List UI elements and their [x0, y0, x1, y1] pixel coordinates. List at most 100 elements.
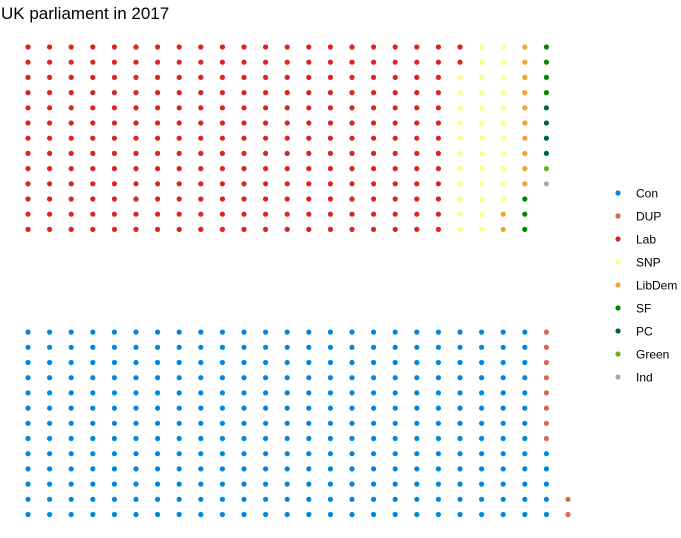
- seat-lab: [155, 166, 161, 172]
- seat-con: [414, 329, 420, 335]
- seat-con: [133, 511, 139, 518]
- seat-lab: [371, 120, 377, 126]
- seat-con: [47, 375, 53, 381]
- seat-lab: [241, 74, 247, 80]
- seat-lab: [392, 181, 398, 187]
- seat-con: [349, 375, 355, 381]
- seat-con: [263, 496, 269, 502]
- seat-lab: [284, 74, 290, 80]
- legend-item-lab: Lab: [615, 233, 656, 247]
- seat-con: [90, 451, 96, 457]
- seat-con: [47, 451, 53, 457]
- seat-con: [90, 496, 96, 502]
- seat-lab: [25, 44, 31, 50]
- seat-con: [155, 390, 161, 396]
- seat-lab: [349, 196, 355, 202]
- seat-con: [111, 344, 117, 350]
- seat-con: [155, 375, 161, 381]
- seat-con: [155, 451, 161, 457]
- seat-con: [176, 481, 182, 487]
- seat-lab: [414, 105, 420, 111]
- seat-con: [349, 344, 355, 350]
- seat-con: [198, 451, 204, 457]
- seat-lab: [414, 135, 420, 141]
- seat-lab: [198, 59, 204, 65]
- seat-con: [284, 451, 290, 457]
- seat-lab: [25, 135, 31, 141]
- seat-con: [414, 496, 420, 502]
- seat-lab: [176, 166, 182, 172]
- seat-lab: [435, 59, 441, 65]
- seat-lab: [284, 211, 290, 217]
- seat-dup: [543, 359, 550, 366]
- seat-con: [500, 511, 506, 518]
- seat-con: [479, 359, 485, 366]
- seat-con: [522, 466, 528, 472]
- seat-con: [371, 405, 377, 411]
- legend-key-con: [615, 190, 621, 196]
- seat-lab: [111, 166, 117, 172]
- seat-con: [479, 390, 485, 396]
- seat-lab: [414, 226, 420, 232]
- seat-dup: [543, 420, 550, 426]
- seat-con: [133, 435, 139, 442]
- seat-con: [479, 451, 485, 457]
- seat-lab: [371, 105, 377, 111]
- seat-pc: [543, 135, 550, 141]
- seat-con: [47, 405, 53, 411]
- seat-con: [392, 405, 398, 411]
- seat-con: [457, 375, 463, 381]
- legend-item-green: Green: [615, 348, 669, 362]
- seat-lab: [219, 135, 225, 141]
- seat-con: [392, 466, 398, 472]
- seat-con: [176, 344, 182, 350]
- seat-con: [392, 496, 398, 502]
- seat-lab: [219, 90, 225, 96]
- seat-con: [176, 420, 182, 426]
- seat-con: [25, 481, 31, 487]
- seat-lab: [155, 44, 161, 50]
- seat-lab: [90, 44, 96, 50]
- legend-label-snp: SNP: [636, 256, 661, 270]
- seat-lab: [284, 59, 290, 65]
- legend-item-dup: DUP: [615, 210, 661, 224]
- seat-lab: [306, 211, 312, 217]
- seat-con: [479, 481, 485, 487]
- seat-lab: [176, 196, 182, 202]
- seat-lab: [133, 44, 139, 50]
- seat-con: [111, 435, 117, 442]
- seat-lab: [349, 135, 355, 141]
- seat-lab: [198, 166, 204, 172]
- seat-lab: [111, 181, 117, 187]
- seat-lab: [68, 135, 74, 141]
- seat-con: [90, 344, 96, 350]
- seat-lab: [392, 120, 398, 126]
- seat-lab: [392, 135, 398, 141]
- seat-con: [479, 466, 485, 472]
- seat-lab: [68, 166, 74, 172]
- seat-lab: [68, 120, 74, 126]
- seat-pc: [543, 105, 550, 111]
- seat-con: [263, 511, 269, 518]
- seat-lab: [176, 105, 182, 111]
- seat-lab: [133, 105, 139, 111]
- seat-con: [284, 420, 290, 426]
- seat-libdem: [522, 105, 528, 111]
- seat-con: [371, 496, 377, 502]
- seat-lab: [457, 44, 463, 50]
- seat-lab: [241, 226, 247, 232]
- seat-lab: [219, 196, 225, 202]
- seat-con: [47, 511, 53, 518]
- seat-lab: [176, 211, 182, 217]
- seat-snp: [479, 166, 485, 172]
- seat-con: [241, 344, 247, 350]
- seat-con: [263, 329, 269, 335]
- seat-con: [263, 481, 269, 487]
- seat-con: [500, 359, 506, 366]
- seat-lab: [68, 226, 74, 232]
- seat-lab: [435, 166, 441, 172]
- seat-libdem: [522, 166, 528, 172]
- seat-lab: [198, 181, 204, 187]
- seat-con: [263, 420, 269, 426]
- legend-label-dup: DUP: [636, 210, 661, 224]
